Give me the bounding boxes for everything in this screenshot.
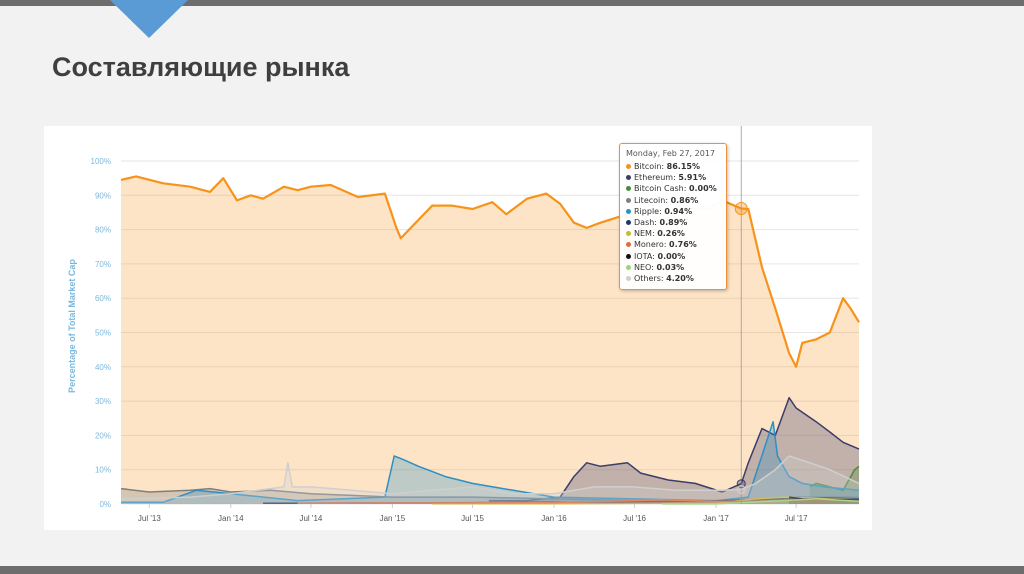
series-line-bitcoin	[120, 175, 860, 368]
tooltip-series-value: 0.26%	[657, 229, 685, 239]
tooltip-series-name: Bitcoin:	[634, 162, 667, 171]
series-line-others	[120, 455, 860, 500]
tooltip-series-value: 4.20%	[666, 273, 694, 283]
tooltip-rows: Bitcoin: 86.15% Ethereum: 5.91% Bitcoin Ca…	[626, 161, 720, 284]
accent-triangle-shape	[110, 0, 188, 38]
series-area-ripple	[121, 421, 859, 504]
tooltip-series-name: NEM:	[634, 229, 658, 239]
tooltip-dot-icon	[626, 164, 631, 169]
series-line-ethereum	[488, 396, 860, 502]
x-axis-labels: Jul '13 Jan '14 Jul '14 Jan '15 Jul '15 Jan '…	[138, 504, 808, 523]
tooltip-row: Others: 4.20%	[626, 273, 720, 284]
tooltip-dot-icon	[626, 197, 631, 203]
tooltip-row: Ripple: 0.94%	[626, 206, 720, 217]
tooltip-series-value: 0.00%	[657, 251, 686, 261]
series-area-ethereum	[488, 397, 859, 504]
series-area-iota	[789, 497, 859, 504]
tooltip-series-value: 0.00%	[688, 184, 717, 194]
tooltip-row: Bitcoin: 86.15%	[626, 161, 720, 172]
y-tick-label: 20%	[95, 431, 111, 440]
y-tick-label: 50%	[95, 329, 111, 338]
slide-title: Составляющие рынка	[52, 52, 350, 82]
tooltip-series-value: 0.94%	[664, 206, 693, 216]
tooltip-dot-icon	[626, 208, 631, 214]
tooltip-series-name: NEO:	[634, 262, 657, 272]
tooltip-series-name: Ripple:	[634, 206, 665, 216]
x-tick-label: Jul '17	[785, 514, 808, 523]
series-line-neo	[662, 498, 860, 505]
y-tick-label: 80%	[95, 226, 111, 235]
x-tick-label: Jan '14	[218, 514, 244, 523]
y-tick-label: 40%	[95, 363, 111, 372]
x-tick-label: Jan '16	[541, 514, 567, 523]
tooltip-series-name: Monero:	[634, 240, 670, 250]
y-tick-label: 30%	[95, 397, 111, 406]
y-tick-label: 60%	[95, 294, 111, 303]
tooltip-dot-icon	[626, 275, 631, 281]
tooltip-series-value: 0.76%	[669, 240, 697, 250]
tooltip-series-name: Bitcoin Cash:	[634, 184, 689, 194]
market-share-chart[interactable]: 0% 10% 20% 30% 40% 50% 60% 70% 80% 90% 100% Percen…	[44, 126, 872, 530]
chart-tooltip: Monday, Feb 27, 2017 Bitcoin: 86.15% Ethe…	[619, 143, 727, 290]
x-tick-label: Jul '13	[138, 514, 161, 523]
series-area-bitcoin	[121, 176, 859, 504]
tooltip-row: NEO: 0.03%	[626, 262, 720, 273]
tooltip-row: IOTA: 0.00%	[626, 251, 720, 262]
tooltip-series-value: 0.89%	[659, 217, 688, 227]
accent-triangle	[110, 0, 188, 38]
tooltip-row: Litecoin: 0.86%	[626, 195, 720, 206]
series-area-others	[121, 456, 859, 504]
y-axis-labels: 0% 10% 20% 30% 40% 50% 60% 70% 80% 90% 100%	[91, 157, 111, 509]
tooltip-row: Bitcoin Cash: 0.00%	[626, 183, 720, 194]
y-axis-title: Percentage of Total Market Cap	[67, 259, 77, 393]
tooltip-series-name: Ethereum:	[634, 173, 679, 183]
chart-panel: 0% 10% 20% 30% 40% 50% 60% 70% 80% 90% 100% Percen…	[44, 126, 872, 530]
series-area-neo	[662, 498, 859, 504]
tooltip-dot-icon	[626, 253, 631, 259]
series-area-bitcoin-cash	[809, 466, 859, 504]
tooltip-series-name: IOTA:	[634, 251, 658, 261]
series-line-ripple	[121, 420, 860, 504]
top-bar	[0, 0, 1024, 6]
x-tick-label: Jul '14	[299, 514, 322, 523]
y-tick-label: 100%	[91, 157, 111, 166]
x-tick-label: Jan '17	[703, 514, 729, 523]
tooltip-dot-icon	[626, 264, 631, 270]
tooltip-row: Monero: 0.76%	[626, 239, 720, 250]
tooltip-dot-icon	[626, 175, 631, 181]
tooltip-row: NEM: 0.26%	[626, 228, 720, 239]
grid	[121, 160, 859, 505]
bottom-bar	[0, 566, 1024, 574]
tooltip-dot-icon	[626, 219, 631, 225]
y-tick-label: 10%	[95, 466, 111, 475]
tooltip-dot-icon	[626, 186, 631, 192]
hover-point-bitcoin	[734, 202, 748, 216]
tooltip-series-value: 86.15%	[666, 162, 700, 171]
x-tick-label: Jan '15	[380, 514, 406, 523]
tooltip-date: Monday, Feb 27, 2017	[626, 149, 715, 158]
x-tick-label: Jul '15	[461, 514, 484, 523]
y-tick-label: 90%	[95, 191, 111, 200]
tooltip-series-name: Dash:	[634, 217, 660, 227]
tooltip-row: Dash: 0.89%	[626, 217, 720, 228]
tooltip-series-name: Others:	[634, 273, 667, 283]
tooltip-series-name: Litecoin:	[634, 195, 671, 205]
series-areas	[120, 175, 860, 505]
tooltip-series-value: 0.86%	[670, 195, 699, 205]
hover-markers	[734, 202, 748, 495]
tooltip-series-value: 5.91%	[678, 173, 707, 183]
tooltip-row: Ethereum: 5.91%	[626, 172, 720, 183]
tooltip-dot-icon	[626, 231, 631, 237]
y-tick-label: 0%	[99, 500, 111, 509]
y-tick-label: 70%	[95, 260, 111, 269]
x-tick-label: Jul '16	[623, 514, 646, 523]
tooltip-series-value: 0.03%	[656, 262, 685, 272]
tooltip-dot-icon	[626, 242, 631, 248]
hover-point-others	[736, 485, 746, 495]
